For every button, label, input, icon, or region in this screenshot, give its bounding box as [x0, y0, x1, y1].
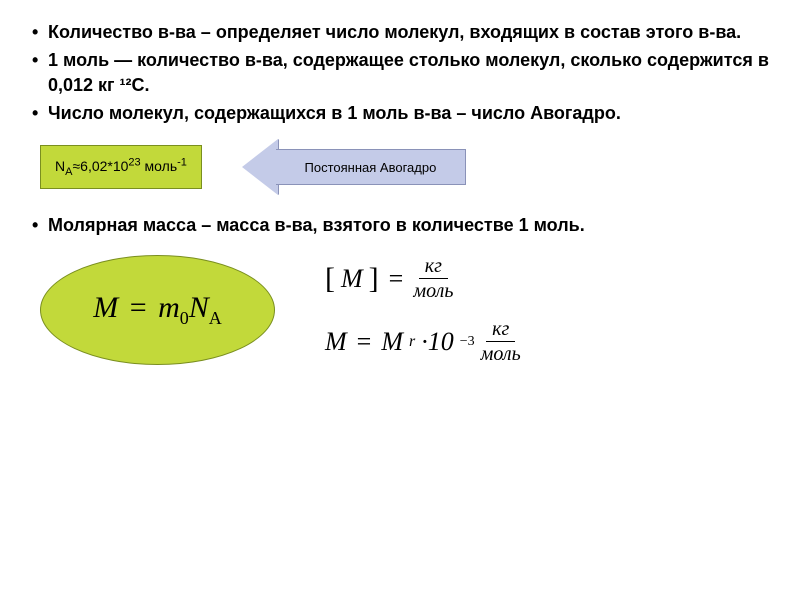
bullet-item: Число молекул, содержащихся в 1 моль в-в… — [30, 101, 770, 125]
arrow-label: Постоянная Авогадро — [276, 149, 466, 185]
unit-line-2: M = Mr ·10−3 кг моль — [325, 319, 521, 364]
bottom-row: M = m0NA [M] = кг моль M = Mr ·10−3 кг м… — [30, 255, 770, 365]
bullet-item: 1 моль — количество в-ва, содержащее сто… — [30, 48, 770, 97]
arrow-head-icon — [242, 139, 278, 195]
unit-line-1: [M] = кг моль — [325, 256, 521, 301]
avogadro-constant-box: NA≈6,02*1023 моль-1 — [40, 145, 202, 188]
formula-text: NA≈6,02*1023 моль-1 — [55, 158, 187, 174]
bullet-list-mid: Молярная масса – масса в-ва, взятого в к… — [30, 213, 770, 237]
bullet-list-top: Количество в-ва – определяет число молек… — [30, 20, 770, 125]
arrow-avogadro: Постоянная Авогадро — [242, 139, 472, 195]
molar-mass-formula-ellipse: M = m0NA — [40, 255, 275, 365]
avogadro-row: NA≈6,02*1023 моль-1 Постоянная Авогадро — [40, 139, 770, 195]
formula-text: M = m0NA — [93, 291, 222, 329]
bullet-item: Молярная масса – масса в-ва, взятого в к… — [30, 213, 770, 237]
unit-equations: [M] = кг моль M = Mr ·10−3 кг моль — [325, 256, 521, 364]
bullet-item: Количество в-ва – определяет число молек… — [30, 20, 770, 44]
